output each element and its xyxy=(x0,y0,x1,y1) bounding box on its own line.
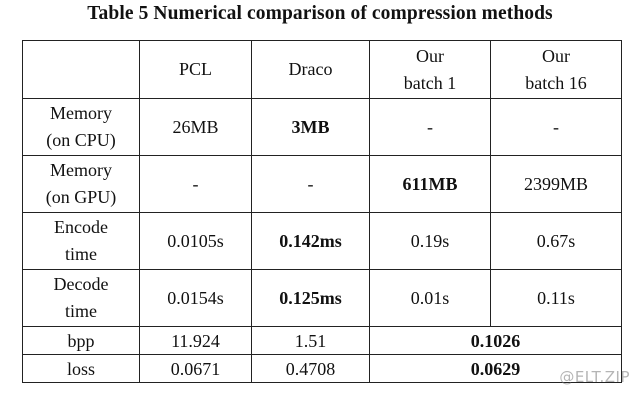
table-cell: 0.01s xyxy=(369,269,491,327)
header-cell-our-batch-16: Our batch 16 xyxy=(490,40,622,99)
header-cell-our-batch-1: Our batch 1 xyxy=(369,40,491,99)
watermark: @ELT.ZIP xyxy=(559,368,630,386)
comparison-table: PCL Draco Our batch 1 Our batch 16 Memory(… xyxy=(22,40,622,383)
table-row: Decode time 0.0154s 0.125ms 0.01s 0.11s xyxy=(22,269,622,327)
table-cell: 0.0671 xyxy=(139,354,252,383)
table-cell: 0.11s xyxy=(490,269,622,327)
table-cell: 0.0154s xyxy=(139,269,252,327)
header-row: PCL Draco Our batch 1 Our batch 16 xyxy=(22,40,622,99)
table-row: bpp 11.924 1.51 0.1026 xyxy=(22,326,622,355)
table-cell: 0.67s xyxy=(490,212,622,270)
table-cell: 0.0105s xyxy=(139,212,252,270)
table-row: loss 0.0671 0.4708 0.0629 xyxy=(22,354,622,383)
table-cell: - xyxy=(139,155,252,213)
header-cell-empty xyxy=(22,40,140,99)
row-label: Decode time xyxy=(22,269,140,327)
table-caption: Table 5 Numerical comparison of compress… xyxy=(87,3,553,24)
table-cell: 1.51 xyxy=(251,326,370,355)
table-cell: 0.4708 xyxy=(251,354,370,383)
row-label: Encode time xyxy=(22,212,140,270)
table-cell: 611MB xyxy=(369,155,491,213)
table-cell: 26MB xyxy=(139,98,252,156)
table-cell: - xyxy=(369,98,491,156)
table-row: Memory (on CPU) 26MB 3MB - - xyxy=(22,98,622,156)
merged-table-cell: 0.0629 xyxy=(369,354,622,383)
row-label: Memory (on CPU) xyxy=(22,98,140,156)
table-cell: 11.924 xyxy=(139,326,252,355)
table-row: Memory (on GPU) - - 611MB 2399MB xyxy=(22,155,622,213)
table-cell: 2399MB xyxy=(490,155,622,213)
table-cell: 0.142ms xyxy=(251,212,370,270)
table-row: Encode time 0.0105s 0.142ms 0.19s 0.67s xyxy=(22,212,622,270)
table-cell: 3MB xyxy=(251,98,370,156)
row-label: bpp xyxy=(22,326,140,355)
table-cell: - xyxy=(251,155,370,213)
header-cell-draco: Draco xyxy=(251,40,370,99)
table-cell: 0.19s xyxy=(369,212,491,270)
table-cell: 0.125ms xyxy=(251,269,370,327)
row-label: Memory (on GPU) xyxy=(22,155,140,213)
merged-table-cell: 0.1026 xyxy=(369,326,622,355)
table-cell: - xyxy=(490,98,622,156)
header-cell-pcl: PCL xyxy=(139,40,252,99)
row-label: loss xyxy=(22,354,140,383)
